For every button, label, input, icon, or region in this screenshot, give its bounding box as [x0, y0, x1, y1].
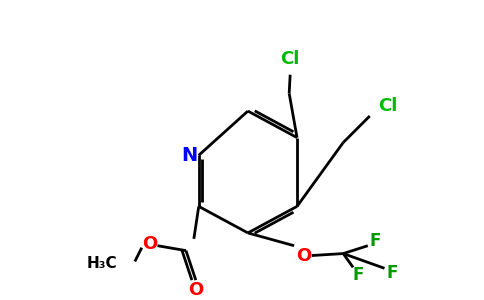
Text: H₃C: H₃C: [87, 256, 117, 271]
Text: O: O: [142, 235, 157, 253]
Text: F: F: [387, 264, 398, 282]
Text: O: O: [188, 281, 203, 299]
Text: O: O: [296, 247, 312, 265]
Text: F: F: [352, 266, 363, 284]
Text: Cl: Cl: [378, 97, 397, 115]
Text: N: N: [181, 146, 197, 165]
Text: Cl: Cl: [280, 50, 300, 68]
Text: F: F: [370, 232, 381, 250]
